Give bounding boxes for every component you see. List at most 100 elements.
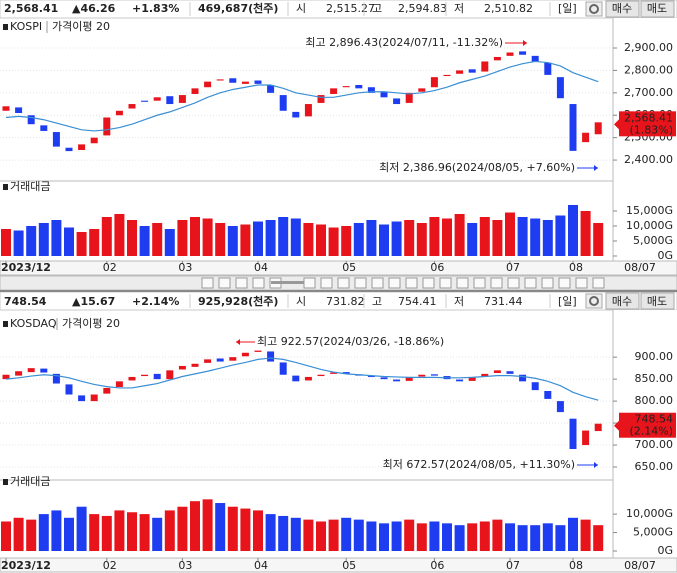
tool-button[interactable]: [388, 277, 401, 289]
tool-button[interactable]: [524, 277, 537, 289]
candle-body: [468, 376, 476, 381]
candle-body: [254, 350, 262, 352]
tool-button[interactable]: [473, 277, 486, 289]
volume-bar: [278, 217, 289, 256]
candle-body: [519, 51, 527, 55]
quote-high: 754.41: [398, 295, 437, 308]
tool-button[interactable]: [371, 277, 384, 289]
volume-bar: [190, 217, 200, 256]
quote-open: 2,515.27: [326, 2, 375, 15]
quote-high-label: 고: [372, 295, 382, 308]
sell-button[interactable]: [640, 0, 675, 18]
x-tick-label: 04: [254, 261, 268, 274]
candle-body: [241, 81, 249, 84]
candle-body: [569, 104, 577, 151]
volume-bar: [341, 517, 352, 551]
tool-button[interactable]: [490, 277, 503, 289]
last-price-box: [619, 412, 676, 438]
x-tick-label: 07: [506, 559, 520, 572]
tool-button[interactable]: [201, 277, 214, 289]
buy-button[interactable]: [605, 292, 640, 310]
arrow-head: [594, 165, 598, 171]
x-tick-label: 06: [430, 559, 444, 572]
tool-button[interactable]: [558, 277, 571, 289]
annotation: 최고 2,896.43(2024/07/11, -11.32%): [305, 36, 503, 49]
settings-button[interactable]: [585, 1, 603, 17]
candle-body: [15, 371, 23, 376]
candle-body: [128, 104, 136, 109]
volume-bar: [177, 220, 188, 256]
tool-button[interactable]: [575, 277, 588, 289]
candle-body: [40, 125, 48, 131]
tool-button[interactable]: [439, 277, 452, 289]
candle-body: [141, 374, 149, 377]
chart-title: KOSPI: [10, 20, 42, 33]
volume-bar: [404, 220, 415, 256]
settings-icon: [589, 4, 599, 14]
candle-body: [178, 365, 186, 370]
tool-button[interactable]: [507, 277, 520, 289]
volume-bar: [215, 503, 226, 551]
volume-bar: [429, 217, 440, 256]
arrow-head: [594, 462, 598, 468]
tool-button[interactable]: [252, 277, 265, 289]
tool-button[interactable]: [303, 277, 316, 289]
last-price-box: [619, 111, 676, 137]
candle-body: [178, 95, 186, 103]
volume-bar: [555, 215, 566, 256]
x-tick-label: 02: [103, 559, 117, 572]
candle-body: [216, 79, 224, 81]
volume-bar: [467, 523, 478, 551]
volume-bar: [303, 223, 314, 256]
volume-tick-label: 15,000G: [626, 204, 673, 217]
x-tick-label: 2023/12: [1, 559, 51, 572]
y-tick-label: 2,700.00: [624, 86, 673, 99]
last-price-label: 748.54: [635, 413, 674, 426]
tool-button[interactable]: [405, 277, 418, 289]
tool-button[interactable]: [354, 277, 367, 289]
sell-button[interactable]: [640, 292, 675, 310]
quote-high: 2,594.83: [398, 2, 447, 15]
quote-price: 748.54: [4, 295, 47, 308]
candle-body: [430, 374, 438, 376]
x-tick-label: 2023/12: [1, 261, 51, 274]
volume-marker: [3, 184, 8, 190]
candle-body: [229, 357, 237, 361]
volume-bar: [38, 223, 49, 256]
price-axis-area: [613, 18, 677, 261]
tool-button[interactable]: [541, 277, 554, 289]
volume-bar: [454, 525, 465, 551]
candle-body: [456, 70, 464, 74]
candle-body: [115, 381, 123, 388]
candle-body: [544, 62, 552, 75]
candle-body: [506, 371, 514, 374]
tool-button[interactable]: [235, 277, 248, 289]
volume-bar: [492, 220, 503, 256]
candle-body: [103, 117, 111, 136]
tool-button[interactable]: [456, 277, 469, 289]
candle-body: [292, 375, 300, 382]
x-tick-label: 05: [342, 261, 356, 274]
candle-body: [254, 80, 262, 84]
tool-button[interactable]: [422, 277, 435, 289]
tool-button[interactable]: [320, 277, 333, 289]
x-tick-label: 02: [103, 261, 117, 274]
buy-label: 매수: [612, 295, 632, 308]
tool-button[interactable]: [337, 277, 350, 289]
volume-bar: [278, 515, 289, 551]
candle-body: [367, 87, 375, 93]
y-tick-label: 800.00: [635, 394, 674, 407]
volume-bar: [542, 523, 553, 551]
settings-button[interactable]: [585, 293, 603, 309]
candle-body: [582, 430, 590, 446]
volume-bar: [64, 517, 74, 551]
tool-button[interactable]: [218, 277, 231, 289]
volume-bar: [164, 510, 175, 551]
buy-button[interactable]: [605, 0, 640, 18]
quote-high-label: 고: [372, 2, 382, 15]
volume-bar: [391, 221, 402, 256]
tool-button[interactable]: [592, 277, 605, 289]
volume-bar: [366, 521, 377, 551]
legend-marker: [3, 24, 8, 30]
